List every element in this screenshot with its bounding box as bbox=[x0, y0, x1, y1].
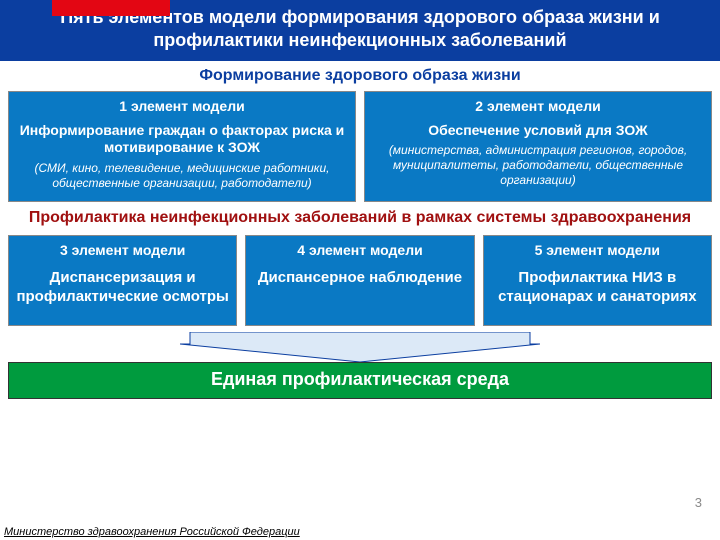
element-4-box: 4 элемент модели Диспансерное наблюдение bbox=[245, 235, 474, 326]
element-1-main: Информирование граждан о факторах риска … bbox=[17, 122, 347, 157]
element-1-title: 1 элемент модели bbox=[17, 98, 347, 114]
element-1-sub: (СМИ, кино, телевидение, медицинские раб… bbox=[17, 161, 347, 191]
row-bottom: 3 элемент модели Диспансеризация и профи… bbox=[0, 235, 720, 326]
element-5-box: 5 элемент модели Профилактика НИЗ в стац… bbox=[483, 235, 712, 326]
element-2-title: 2 элемент модели bbox=[373, 98, 703, 114]
footer-bar: Единая профилактическая среда bbox=[8, 362, 712, 399]
down-arrow-icon bbox=[180, 332, 540, 362]
element-5-main: Профилактика НИЗ в стационарах и санатор… bbox=[490, 268, 705, 307]
element-4-title: 4 элемент модели bbox=[252, 242, 467, 258]
footer-text: Единая профилактическая среда bbox=[211, 369, 509, 389]
ministry-label: Министерство здравоохранения Российской … bbox=[4, 526, 300, 538]
page-number: 3 bbox=[695, 495, 702, 510]
header-bar: Пять элементов модели формирования здоро… bbox=[0, 0, 720, 61]
arrow-container bbox=[0, 332, 720, 362]
element-3-box: 3 элемент модели Диспансеризация и профи… bbox=[8, 235, 237, 326]
element-5-title: 5 элемент модели bbox=[490, 242, 705, 258]
red-accent-tab bbox=[52, 0, 170, 16]
element-2-main: Обеспечение условий для ЗОЖ bbox=[373, 122, 703, 140]
row-top: 1 элемент модели Информирование граждан … bbox=[0, 91, 720, 202]
element-1-box: 1 элемент модели Информирование граждан … bbox=[8, 91, 356, 202]
section-2-title: Профилактика неинфекционных заболеваний … bbox=[0, 202, 720, 235]
element-3-main: Диспансеризация и профилактические осмот… bbox=[15, 268, 230, 307]
element-2-box: 2 элемент модели Обеспечение условий для… bbox=[364, 91, 712, 202]
element-3-title: 3 элемент модели bbox=[15, 242, 230, 258]
element-2-sub: (министерства, администрация регионов, г… bbox=[373, 143, 703, 188]
element-4-main: Диспансерное наблюдение bbox=[252, 268, 467, 288]
section-1-title: Формирование здорового образа жизни bbox=[0, 61, 720, 91]
